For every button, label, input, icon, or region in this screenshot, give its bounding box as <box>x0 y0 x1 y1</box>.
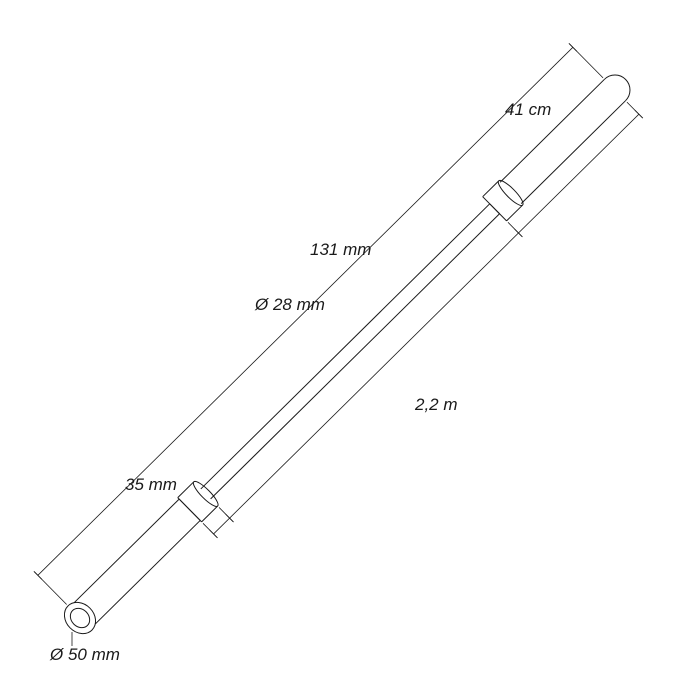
label-diameter-sleeve: Ø 50 mm <box>49 645 120 664</box>
label-total-length: 2,2 m <box>414 395 458 414</box>
label-collar-width: 35 mm <box>125 475 177 494</box>
label-shaft-length: 131 mm <box>310 240 371 259</box>
dimension-line-upper <box>214 114 639 534</box>
label-sleeve-length: 41 cm <box>505 100 551 119</box>
label-diameter-shaft: Ø 28 mm <box>254 295 325 314</box>
